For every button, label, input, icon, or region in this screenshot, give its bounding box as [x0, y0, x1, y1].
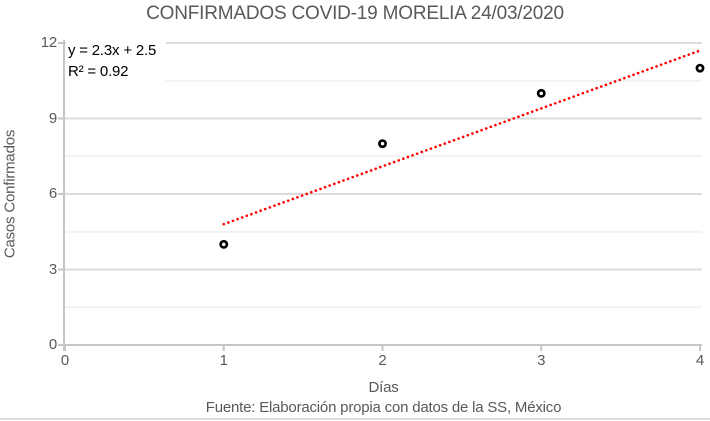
- y-tick-label: 0: [48, 336, 57, 353]
- x-tick-label: 3: [537, 352, 546, 369]
- y-tick-label: 6: [48, 185, 57, 202]
- data-point-marker: [536, 88, 546, 98]
- trendline-annotation: y = 2.3x + 2.5 R² = 0.92: [66, 40, 167, 84]
- x-tick-label: 0: [60, 352, 70, 369]
- trendline-equation: y = 2.3x + 2.5: [68, 42, 157, 59]
- x-tick-label: 4: [695, 352, 705, 369]
- x-tick-label: 1: [219, 352, 228, 369]
- data-point-marker: [378, 139, 387, 149]
- y-axis-title: Casos Confirmados: [1, 129, 19, 259]
- chart-title: CONFIRMADOS COVID-19 MORELIA 24/03/2020: [146, 3, 564, 24]
- source-note: Fuente: Elaboración propia con datos de …: [205, 399, 562, 416]
- x-axis-title: Días: [368, 379, 399, 396]
- data-point-marker: [219, 239, 229, 249]
- y-tick-label: 9: [48, 109, 57, 127]
- y-tick-label: 3: [48, 260, 57, 278]
- trendline: [222, 49, 702, 226]
- y-tick-label: 12: [40, 34, 57, 51]
- bottom-rule: [0, 418, 710, 420]
- x-tick-label: 2: [378, 352, 387, 369]
- data-point-marker: [695, 63, 705, 73]
- trendline-r-squared: R² = 0.92: [68, 63, 129, 80]
